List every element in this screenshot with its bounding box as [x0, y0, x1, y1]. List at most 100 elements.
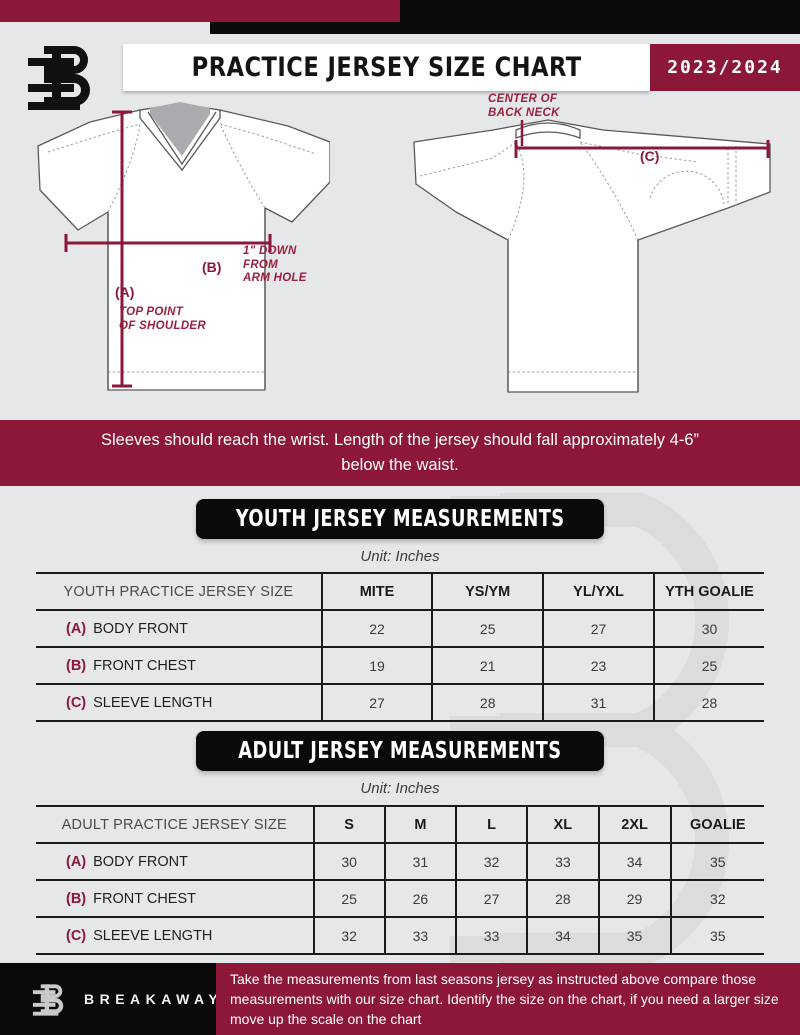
youth-row-a-letter: (A)	[66, 620, 87, 637]
adult-row-a-letter: (A)	[66, 853, 87, 870]
adult-row-c-label: (C) SLEEVE LENGTH	[36, 917, 314, 955]
season-year-badge: 2023/2024	[650, 44, 800, 91]
youth-section-title-label: YOUTH JERSEY MEASUREMENTS	[235, 506, 565, 532]
adult-a-l: 32	[454, 843, 528, 881]
annotation-label-c: CENTER OF BACK NECK	[488, 93, 560, 119]
adult-c-goalie: 35	[669, 917, 764, 955]
adult-row-a-text: BODY FRONT	[93, 853, 188, 870]
youth-row-c-label: (C) SLEEVE LENGTH	[36, 684, 322, 722]
youth-c-ysym: 28	[431, 684, 544, 722]
adult-row-c-text: SLEEVE LENGTH	[93, 927, 213, 944]
adult-col-xl: XL	[526, 805, 599, 844]
footer-instruction-text: Take the measurements from last seasons …	[230, 971, 779, 1027]
youth-row-c-letter: (C)	[66, 694, 87, 711]
adult-unit-label: Unit: Inches	[360, 780, 440, 797]
youth-c-goalie: 28	[652, 684, 764, 722]
jersey-front-outline-icon	[37, 102, 330, 391]
table-row: (C) SLEEVE LENGTH 27 28 31 28	[36, 684, 764, 722]
adult-col-m: M	[383, 805, 456, 844]
adult-b-goalie: 32	[669, 880, 764, 918]
adult-row-a-label: (A) BODY FRONT	[36, 843, 314, 881]
top-bar-maroon	[0, 0, 400, 22]
adult-c-2xl: 35	[597, 917, 671, 955]
adult-c-l: 33	[454, 917, 528, 955]
table-row: (C) SLEEVE LENGTH 32 33 33 34 35 35	[36, 917, 764, 955]
youth-b-ylyxl: 23	[542, 647, 654, 685]
youth-col-ylyxl: YL/YXL	[542, 572, 654, 611]
annotation-label-a: TOP POINT OF SHOULDER	[119, 306, 206, 332]
adult-a-2xl: 34	[597, 843, 671, 881]
youth-a-ysym: 25	[431, 610, 544, 648]
youth-a-mite: 22	[320, 610, 433, 648]
header-black-band	[210, 22, 800, 34]
adult-b-xl: 28	[526, 880, 599, 918]
youth-table-header-row: YOUTH PRACTICE JERSEY SIZE MITE YS/YM YL…	[36, 572, 764, 611]
table-row: (A) BODY FRONT 22 25 27 30	[36, 610, 764, 648]
youth-row-b-text: FRONT CHEST	[93, 657, 196, 674]
youth-c-mite: 27	[320, 684, 433, 722]
page-footer: BREAKAWAY Take the measurements from las…	[0, 963, 800, 1035]
breakaway-b-logo-icon	[32, 984, 64, 1016]
adult-a-goalie: 35	[669, 843, 764, 881]
jersey-back-outline-icon	[413, 119, 771, 393]
adult-measurements-table: ADULT PRACTICE JERSEY SIZE S M L XL 2XL …	[36, 805, 764, 955]
youth-unit-label: Unit: Inches	[360, 548, 440, 565]
adult-b-2xl: 29	[597, 880, 671, 918]
adult-c-xl: 34	[526, 917, 599, 955]
breakaway-b-logo-icon	[28, 46, 90, 110]
instruction-banner-text: Sleeves should reach the wrist. Length o…	[101, 431, 699, 474]
footer-logo-area: BREAKAWAY	[0, 963, 218, 1035]
adult-row-b-text: FRONT CHEST	[93, 890, 196, 907]
youth-row-c-text: SLEEVE LENGTH	[93, 694, 213, 711]
adult-b-s: 25	[312, 880, 385, 918]
adult-row-b-letter: (B)	[66, 890, 87, 907]
adult-col-goalie: GOALIE	[669, 805, 764, 844]
youth-measurements-table: YOUTH PRACTICE JERSEY SIZE MITE YS/YM YL…	[36, 572, 764, 722]
annotation-letter-a: (A)	[115, 284, 135, 300]
adult-col-size: ADULT PRACTICE JERSEY SIZE	[36, 805, 314, 844]
table-row: (B) FRONT CHEST 25 26 27 28 29 32	[36, 880, 764, 918]
youth-c-ylyxl: 31	[542, 684, 654, 722]
page-title: PRACTICE JERSEY SIZE CHART	[191, 52, 582, 83]
adult-section-title-label: ADULT JERSEY MEASUREMENTS	[238, 738, 562, 764]
adult-a-m: 31	[383, 843, 456, 881]
youth-row-b-letter: (B)	[66, 657, 87, 674]
top-bar-black	[400, 0, 800, 22]
top-bar	[0, 0, 800, 22]
adult-c-s: 32	[312, 917, 385, 955]
adult-row-c-letter: (C)	[66, 927, 87, 944]
jersey-illustrations: (B) 1" DOWN FROM ARM HOLE (A) TOP POINT …	[0, 82, 800, 412]
footer-brand-name: BREAKAWAY	[84, 991, 224, 1007]
youth-col-mite: MITE	[320, 572, 433, 611]
annotation-letter-c: (C)	[640, 148, 660, 164]
youth-section-title: YOUTH JERSEY MEASUREMENTS	[196, 499, 604, 539]
youth-b-goalie: 25	[652, 647, 764, 685]
adult-c-m: 33	[383, 917, 456, 955]
season-year-label: 2023/2024	[667, 57, 783, 78]
youth-col-size: YOUTH PRACTICE JERSEY SIZE	[36, 572, 322, 611]
adult-section-title: ADULT JERSEY MEASUREMENTS	[196, 731, 604, 771]
adult-table-header-row: ADULT PRACTICE JERSEY SIZE S M L XL 2XL …	[36, 805, 764, 844]
adult-b-l: 27	[454, 880, 528, 918]
youth-col-yth-goalie: YTH GOALIE	[652, 572, 764, 611]
table-row: (B) FRONT CHEST 19 21 23 25	[36, 647, 764, 685]
adult-row-b-label: (B) FRONT CHEST	[36, 880, 314, 918]
instruction-banner: Sleeves should reach the wrist. Length o…	[0, 420, 800, 486]
page-title-box: PRACTICE JERSEY SIZE CHART	[123, 44, 650, 91]
annotation-letter-b: (B)	[202, 259, 222, 275]
adult-b-m: 26	[383, 880, 456, 918]
adult-col-2xl: 2XL	[597, 805, 671, 844]
adult-col-l: L	[454, 805, 528, 844]
youth-b-mite: 19	[320, 647, 433, 685]
table-row: (A) BODY FRONT 30 31 32 33 34 35	[36, 843, 764, 881]
adult-col-s: S	[312, 805, 385, 844]
youth-row-b-label: (B) FRONT CHEST	[36, 647, 322, 685]
youth-row-a-label: (A) BODY FRONT	[36, 610, 322, 648]
footer-instruction-area: Take the measurements from last seasons …	[216, 963, 800, 1035]
youth-a-ylyxl: 27	[542, 610, 654, 648]
annotation-label-b: 1" DOWN FROM ARM HOLE	[243, 245, 307, 284]
adult-a-xl: 33	[526, 843, 599, 881]
youth-col-ysym: YS/YM	[431, 572, 544, 611]
youth-a-goalie: 30	[652, 610, 764, 648]
